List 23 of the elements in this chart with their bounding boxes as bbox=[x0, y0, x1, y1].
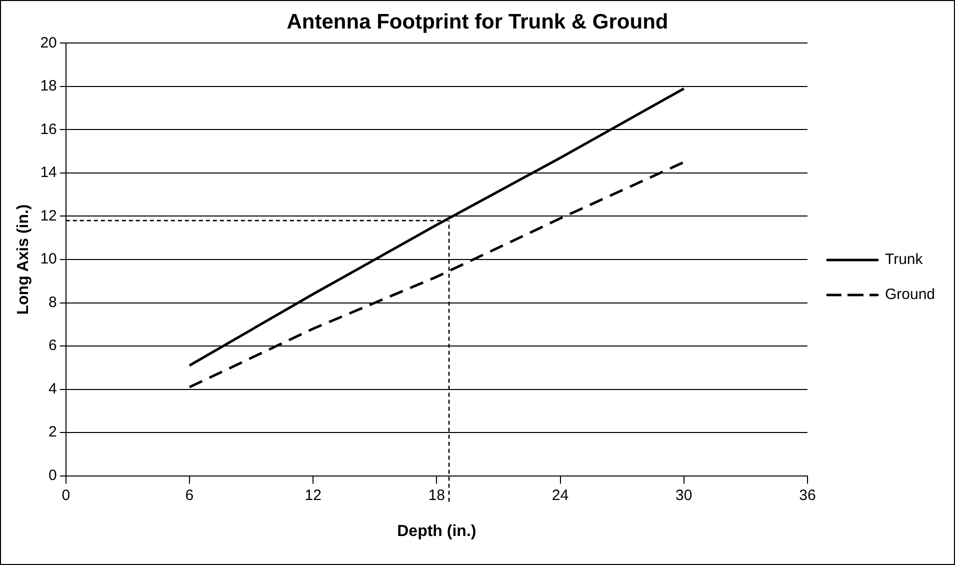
y-tick-label: 20 bbox=[40, 34, 57, 52]
y-tick-label: 12 bbox=[40, 207, 57, 224]
x-tick-label: 18 bbox=[428, 486, 446, 504]
x-tick-label: 24 bbox=[552, 486, 569, 504]
y-tick-label: 8 bbox=[48, 294, 57, 311]
legend-label: Trunk bbox=[884, 251, 924, 268]
y-tick-label: 2 bbox=[48, 424, 57, 441]
y-tick-label: 18 bbox=[40, 78, 57, 95]
x-tick-label: 36 bbox=[799, 486, 816, 504]
x-tick-label: 30 bbox=[676, 486, 692, 504]
x-axis-title: Depth (in.) bbox=[397, 522, 476, 540]
y-tick-label: 4 bbox=[48, 380, 57, 398]
x-tick-label: 12 bbox=[304, 486, 322, 504]
x-tick-label: 6 bbox=[185, 486, 194, 504]
x-tick-label: 0 bbox=[62, 486, 70, 504]
y-tick-label: 14 bbox=[40, 164, 57, 182]
y-tick-label: 6 bbox=[48, 337, 57, 354]
y-tick-label: 0 bbox=[48, 466, 57, 484]
y-tick-label: 16 bbox=[40, 120, 57, 138]
chart-title: Antenna Footprint for Trunk & Ground bbox=[286, 10, 668, 34]
legend-label: Ground bbox=[884, 286, 936, 304]
y-tick-label: 10 bbox=[40, 250, 57, 268]
y-axis-title: Long Axis (in.) bbox=[15, 204, 32, 315]
